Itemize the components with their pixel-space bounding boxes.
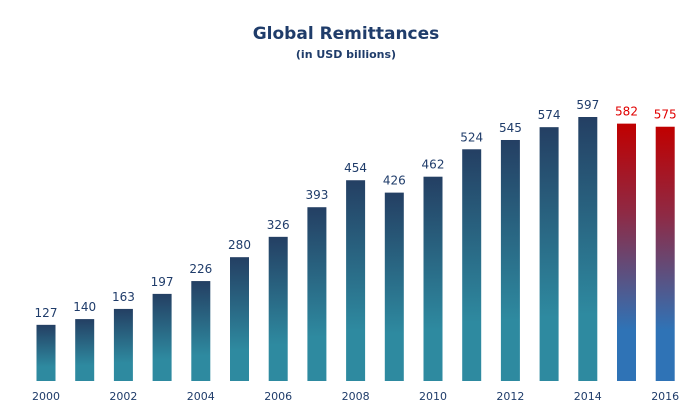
data-label-2005: 280 (228, 238, 251, 252)
data-label-2016: 575 (654, 108, 677, 122)
bar-2014 (578, 117, 598, 381)
x-tick-label: 2002 (109, 390, 137, 403)
bar-2007 (307, 207, 327, 381)
bar-2015 (617, 123, 636, 381)
bar-2006 (268, 236, 288, 381)
x-tick-label: 2012 (496, 390, 524, 403)
data-label-2003: 197 (151, 275, 174, 289)
data-label-2014: 597 (576, 98, 599, 112)
x-tick-label: 2014 (574, 390, 602, 403)
bar-2008 (346, 180, 366, 381)
bar-2010 (423, 176, 443, 381)
bar-2009 (384, 192, 404, 381)
data-label-2006: 326 (267, 218, 290, 232)
data-label-2015: 582 (615, 105, 638, 119)
chart-title: Global Remittances (252, 24, 440, 44)
x-tick-label: 2006 (264, 390, 292, 403)
x-tick-label: 2008 (342, 390, 370, 403)
x-tick-label: 2004 (187, 390, 215, 403)
bar-2012 (500, 139, 520, 381)
bar-2016 (655, 126, 675, 382)
bar-2013 (539, 127, 559, 381)
bar-2011 (462, 149, 482, 381)
data-label-2004: 226 (189, 262, 212, 276)
data-label-2009: 426 (383, 174, 406, 188)
data-label-2007: 393 (305, 188, 328, 202)
data-label-2010: 462 (422, 158, 445, 172)
bar-2002 (113, 308, 133, 381)
bar-2003 (152, 293, 172, 381)
x-tick-label: 2010 (419, 390, 447, 403)
bar-2004 (191, 281, 211, 381)
data-label-2001: 140 (73, 300, 96, 314)
data-label-2002: 163 (112, 290, 135, 304)
data-label-2013: 574 (538, 108, 561, 122)
data-label-2000: 127 (35, 306, 58, 320)
bar-2001 (75, 319, 95, 381)
chart-subtitle: (in USD billions) (295, 48, 397, 61)
data-label-2008: 454 (344, 161, 367, 175)
bar-2000 (36, 324, 56, 381)
x-tick-label: 2016 (651, 390, 679, 403)
x-tick-label: 2000 (32, 390, 60, 403)
data-label-2012: 545 (499, 121, 522, 135)
data-label-2011: 524 (460, 130, 483, 144)
bar-2005 (230, 257, 249, 381)
